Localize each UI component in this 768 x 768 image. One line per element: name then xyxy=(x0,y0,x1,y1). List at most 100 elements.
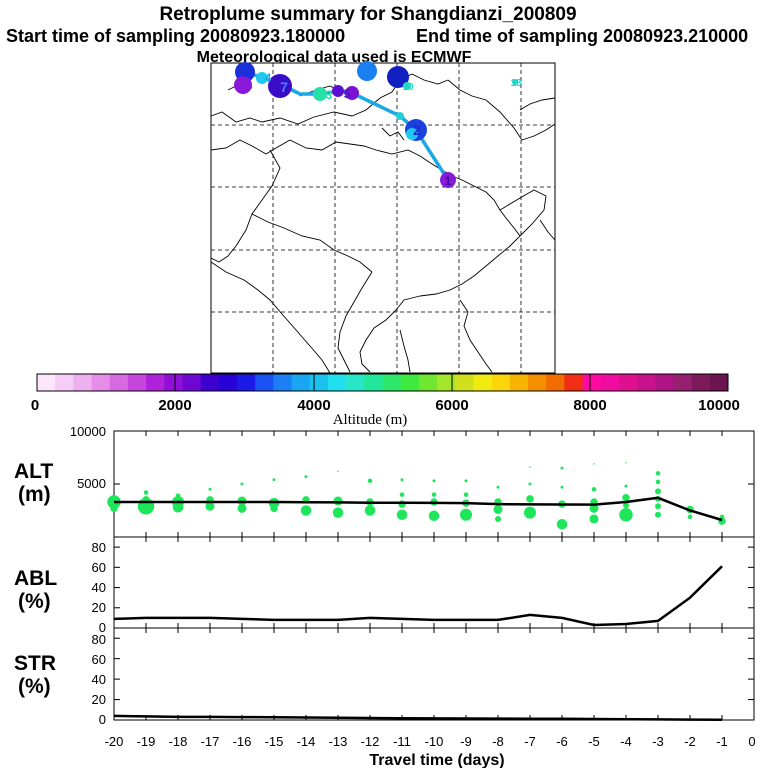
str-panel-unit: (%) xyxy=(18,675,51,698)
plume-point xyxy=(593,463,595,465)
x-tick-label: -13 xyxy=(329,734,348,749)
x-tick-label: 0 xyxy=(748,734,755,749)
colorbar-cell xyxy=(164,374,183,391)
str-ytick-20: 20 xyxy=(92,692,106,707)
met-data-label: Meteorological data used is ECMWF xyxy=(197,49,472,66)
x-tick-label: -9 xyxy=(460,734,472,749)
str-ytick-80: 80 xyxy=(92,632,106,647)
x-tick-label: -2 xyxy=(684,734,696,749)
plume-point xyxy=(143,490,149,495)
colorbar-cell xyxy=(346,374,365,391)
colorbar-cell xyxy=(400,374,420,391)
plume-point xyxy=(208,487,212,491)
plume-point xyxy=(333,496,343,506)
colorbar-cell xyxy=(637,374,656,391)
x-tick-label: -4 xyxy=(620,734,632,749)
plume-point xyxy=(332,507,344,518)
str-ytick-40: 40 xyxy=(92,672,106,687)
plume-point xyxy=(428,510,440,522)
alt-panel-unit: (m) xyxy=(18,483,51,506)
x-tick-label: -14 xyxy=(297,734,316,749)
x-tick-label: -8 xyxy=(492,734,504,749)
plume-point xyxy=(237,503,247,513)
x-tick-label: -20 xyxy=(105,734,124,749)
str-ytick-60: 60 xyxy=(92,652,106,667)
x-tick-label: -10 xyxy=(425,734,444,749)
plume-point xyxy=(589,514,599,524)
colorbar-cell xyxy=(418,374,438,391)
track-label-3: 3 xyxy=(326,88,333,102)
colorbar-ticks xyxy=(174,374,591,391)
plume-point xyxy=(529,466,531,468)
colorbar-cell xyxy=(291,374,311,391)
colorbar-cell xyxy=(709,374,729,391)
colorbar-cell xyxy=(582,374,602,391)
str-ytick-0: 0 xyxy=(99,712,106,727)
plume-point xyxy=(396,509,408,520)
x-tick-label: -15 xyxy=(265,734,284,749)
colorbar-cell xyxy=(491,374,511,391)
plume-point xyxy=(496,485,500,489)
abl-panel-label: ABL xyxy=(14,567,57,590)
colorbar-cell xyxy=(55,374,74,391)
plume-point xyxy=(655,503,661,510)
str-line xyxy=(113,714,723,722)
colorbar-cells xyxy=(37,374,729,391)
x-tick-label: -11 xyxy=(393,734,411,749)
plume-point xyxy=(431,492,437,497)
plume-point xyxy=(175,493,181,498)
plume-point xyxy=(687,514,693,520)
x-tick-label: -5 xyxy=(588,734,600,749)
track-label-8: 8 xyxy=(394,70,401,85)
x-axis-label: Travel time (days) xyxy=(369,752,504,768)
plume-point xyxy=(495,515,501,522)
plume-point xyxy=(560,466,564,470)
plume-point xyxy=(111,494,117,501)
colorbar-cell xyxy=(546,374,565,391)
alt-plume-points xyxy=(107,462,726,530)
colorbar-cell xyxy=(218,374,238,391)
coastlines xyxy=(210,73,556,374)
plume-point xyxy=(464,479,468,483)
x-tick-label: -1 xyxy=(716,734,728,749)
x-tick-label: -16 xyxy=(233,734,252,749)
colorbar-cell xyxy=(200,374,220,391)
plume-point xyxy=(272,478,276,482)
track-label-2: 2 xyxy=(413,122,421,138)
colorbar-cell xyxy=(327,374,347,391)
plume-point xyxy=(172,502,184,513)
plume-point xyxy=(493,504,503,514)
x-tick-labels: -20 -19 -18 -17 -16 -15 -14 -13 -12 -11 … xyxy=(105,734,756,749)
track-label-9: 9 xyxy=(363,63,371,79)
plume-point xyxy=(432,479,436,483)
colorbar-cell xyxy=(364,374,383,391)
x-tick-label: -18 xyxy=(169,734,188,749)
colorbar-cell xyxy=(255,374,274,391)
colorbar-cell xyxy=(273,374,293,391)
plume-point xyxy=(619,507,633,522)
plume-point xyxy=(591,487,597,492)
colorbar-cell xyxy=(437,374,456,391)
colorbar-cell xyxy=(473,374,493,391)
plume-point xyxy=(624,484,628,488)
altitude-colorbar: 0 2000 4000 6000 8000 10000 Altitude (m) xyxy=(31,373,740,428)
abl-panel-unit: (%) xyxy=(18,590,51,613)
colorbar-cell xyxy=(37,374,56,391)
plume-point xyxy=(367,478,373,484)
track-label-4: 4 xyxy=(265,71,272,85)
plume-point xyxy=(304,475,308,479)
plume-point xyxy=(655,479,661,485)
plume-point xyxy=(528,482,532,486)
colorbar-cell xyxy=(691,374,711,391)
plume-point xyxy=(655,511,661,518)
track-label-6: 6 xyxy=(241,65,248,80)
colorbar-tick-6000: 6000 xyxy=(435,397,468,414)
abl-ytick-0: 0 xyxy=(99,620,106,635)
abl-ytick-60: 60 xyxy=(92,560,106,575)
plume-point xyxy=(460,508,472,521)
plume-point xyxy=(270,504,278,513)
plume-point xyxy=(399,492,405,497)
colorbar-cell xyxy=(600,374,620,391)
colorbar-tick-4000: 4000 xyxy=(297,397,330,414)
plume-point xyxy=(337,470,339,473)
